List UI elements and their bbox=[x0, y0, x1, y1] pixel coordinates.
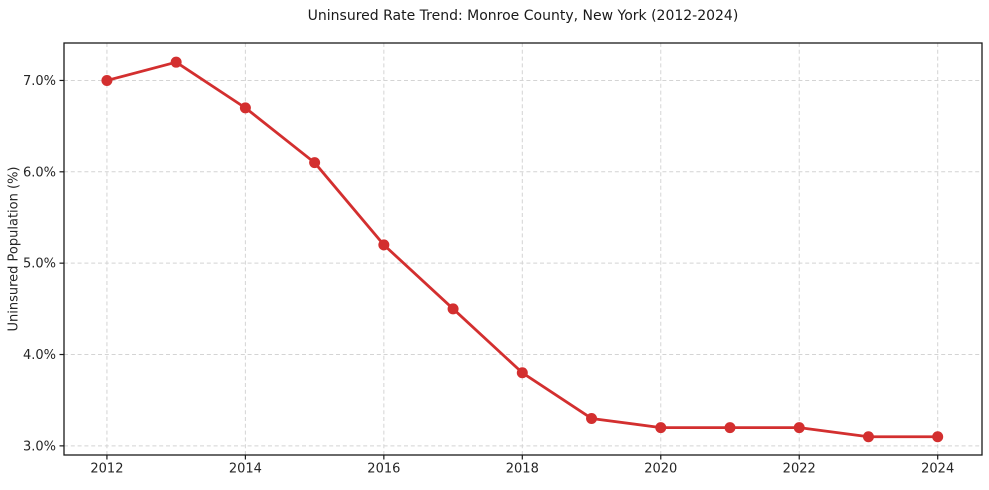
x-tick-label: 2022 bbox=[783, 462, 816, 477]
chart-title: Uninsured Rate Trend: Monroe County, New… bbox=[307, 8, 739, 24]
y-tick-label: 6.0% bbox=[23, 165, 56, 180]
plot-border bbox=[63, 42, 983, 456]
y-tick-label: 4.0% bbox=[23, 348, 56, 363]
data-point bbox=[793, 422, 805, 434]
data-point bbox=[239, 102, 251, 114]
x-tick-label: 2020 bbox=[644, 462, 677, 477]
data-point bbox=[862, 431, 874, 443]
data-point bbox=[309, 157, 321, 169]
data-point bbox=[447, 303, 459, 315]
x-tick-label: 2016 bbox=[367, 462, 400, 477]
data-point bbox=[170, 56, 182, 68]
data-point bbox=[516, 367, 528, 379]
x-tick-label: 2024 bbox=[921, 462, 954, 477]
y-tick-label: 7.0% bbox=[23, 74, 56, 89]
y-tick-label: 3.0% bbox=[23, 439, 56, 454]
data-point bbox=[378, 239, 390, 251]
data-point bbox=[932, 431, 944, 443]
data-point bbox=[724, 422, 736, 434]
data-point bbox=[101, 74, 113, 86]
data-point bbox=[655, 422, 667, 434]
x-tick-label: 2014 bbox=[229, 462, 262, 477]
data-point bbox=[586, 412, 598, 424]
x-tick-label: 2018 bbox=[506, 462, 539, 477]
y-tick-label: 5.0% bbox=[23, 257, 56, 272]
x-tick-label: 2012 bbox=[90, 462, 123, 477]
